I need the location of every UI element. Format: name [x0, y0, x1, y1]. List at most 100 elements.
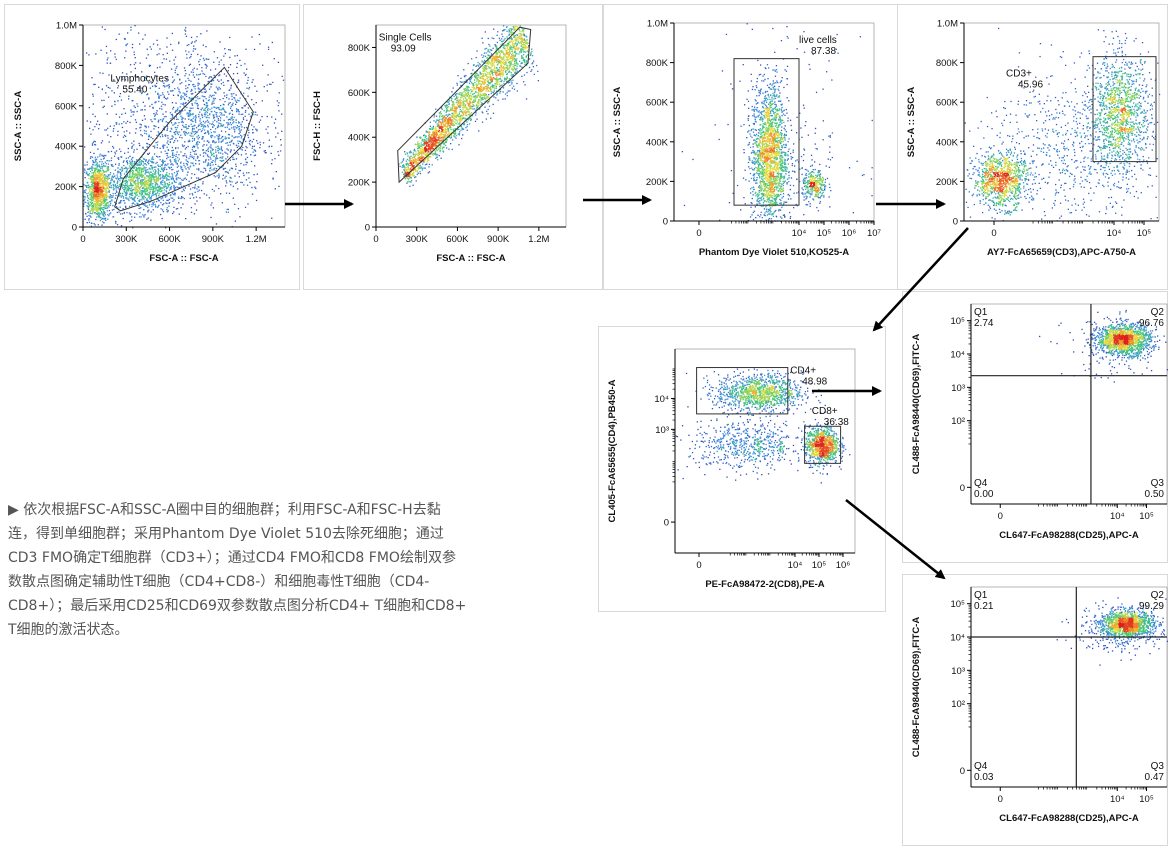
data-point [192, 141, 193, 142]
data-point [186, 96, 187, 97]
data-point [220, 114, 221, 115]
data-point [99, 190, 100, 191]
data-point [110, 172, 111, 173]
data-point [175, 138, 176, 139]
data-point [256, 200, 257, 201]
data-point [191, 207, 192, 208]
data-point [199, 88, 200, 89]
data-point [237, 136, 238, 137]
data-point [491, 67, 492, 68]
data-point [205, 159, 206, 160]
data-point [215, 98, 216, 99]
data-point [180, 151, 181, 152]
data-point [143, 209, 144, 210]
data-point [198, 186, 199, 187]
data-point [97, 121, 98, 122]
data-point [204, 193, 205, 194]
data-point [464, 111, 465, 112]
data-point [109, 197, 110, 198]
data-point [116, 190, 117, 191]
data-point [190, 188, 191, 189]
data-point [149, 175, 150, 176]
data-point [231, 110, 232, 111]
data-point [93, 162, 94, 163]
data-point [156, 135, 157, 136]
data-point [156, 110, 157, 111]
data-point [524, 48, 525, 49]
data-point [140, 130, 141, 131]
data-point [200, 55, 201, 56]
data-point [139, 145, 140, 146]
data-point [138, 196, 139, 197]
data-point [226, 171, 227, 172]
data-point [225, 158, 226, 159]
data-point [129, 174, 130, 175]
data-point [85, 189, 86, 190]
data-point [136, 185, 137, 186]
data-point [219, 87, 220, 88]
data-point [240, 65, 241, 66]
data-point [132, 111, 133, 112]
data-point [121, 100, 122, 101]
data-point [230, 87, 231, 88]
data-point [272, 82, 273, 83]
data-point [96, 203, 97, 204]
data-point [167, 91, 168, 92]
data-point [176, 119, 177, 120]
data-point [176, 68, 177, 69]
data-point [223, 139, 224, 140]
data-point [129, 188, 130, 189]
data-point [143, 171, 144, 172]
data-point [173, 142, 174, 143]
data-point [213, 153, 214, 154]
data-point [236, 111, 237, 112]
data-point [149, 183, 150, 184]
data-point [195, 97, 196, 98]
data-point [233, 93, 234, 94]
data-point [162, 159, 163, 160]
data-point [110, 180, 111, 181]
data-point [212, 160, 213, 161]
data-point [144, 177, 145, 178]
data-point [121, 195, 122, 196]
data-point [93, 84, 94, 85]
data-point [167, 128, 168, 129]
data-point [190, 81, 191, 82]
data-point [131, 165, 132, 166]
data-point [162, 177, 163, 178]
data-point [226, 211, 227, 212]
data-point [231, 140, 232, 141]
data-point [164, 192, 165, 193]
data-point [196, 127, 197, 128]
data-point [185, 218, 186, 219]
data-point [198, 138, 199, 139]
data-point [218, 120, 219, 121]
data-point [175, 57, 176, 58]
data-point [189, 181, 190, 182]
data-point [142, 214, 143, 215]
data-point [475, 95, 476, 96]
data-point [142, 188, 143, 189]
data-point [106, 185, 107, 186]
data-point [172, 152, 173, 153]
data-point [132, 161, 133, 162]
data-point [121, 167, 122, 168]
data-point [144, 149, 145, 150]
data-point [198, 114, 199, 115]
data-point [221, 113, 222, 114]
data-point [195, 120, 196, 121]
data-point [101, 204, 102, 205]
data-point [191, 177, 192, 178]
data-point [171, 197, 172, 198]
data-point [471, 58, 472, 59]
data-point [157, 180, 158, 181]
data-point [145, 193, 146, 194]
data-point [167, 207, 168, 208]
data-point [150, 137, 151, 138]
data-point [206, 111, 207, 112]
data-point [199, 83, 200, 84]
data-point [425, 135, 426, 136]
data-point [194, 138, 195, 139]
data-point [113, 209, 114, 210]
